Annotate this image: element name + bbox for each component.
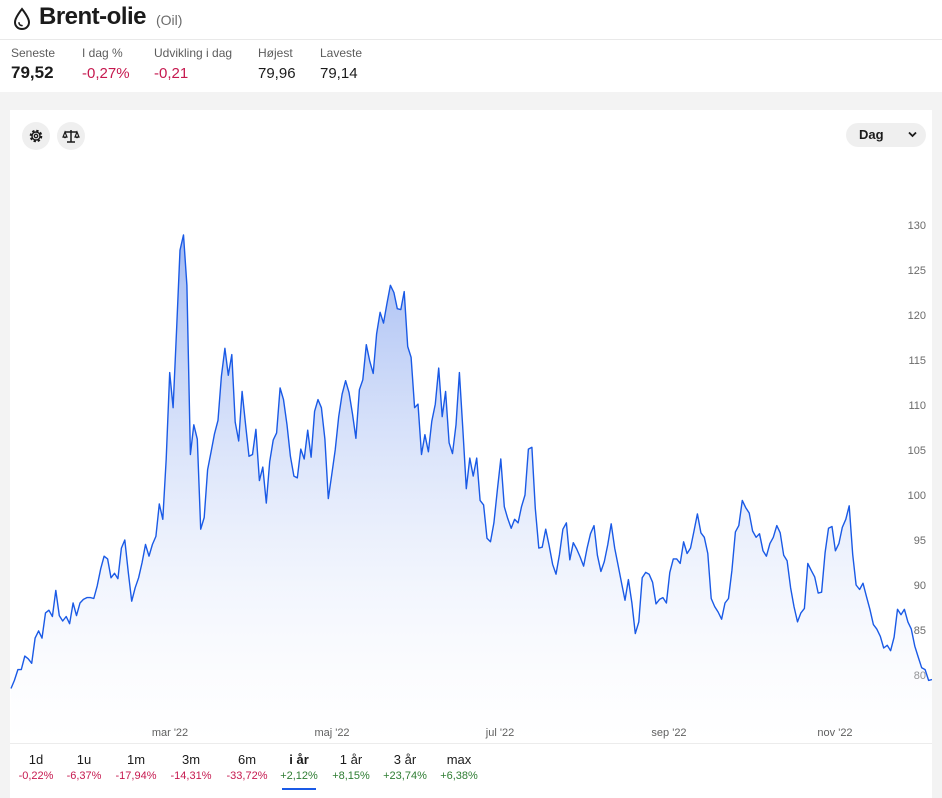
y-tick-label: 125	[908, 265, 926, 277]
tab-change: +8,15%	[332, 770, 370, 782]
tab-change: -14,31%	[170, 770, 212, 782]
tab-1d[interactable]: 1d -0,22%	[10, 744, 62, 789]
y-tick-label: 120	[908, 310, 926, 322]
stat-value: 79,96	[258, 65, 296, 82]
y-tick-label: 90	[914, 580, 926, 592]
stat-label: I dag %	[82, 46, 123, 60]
page-subtitle: (Oil)	[156, 12, 183, 28]
tab-change: +23,74%	[383, 770, 427, 782]
tab-change: -0,22%	[18, 770, 54, 782]
stat-low: Laveste 79,14	[320, 46, 362, 82]
tab-label: 1d	[28, 752, 44, 767]
stat-latest: Seneste 79,52	[11, 46, 55, 83]
tab-1-year[interactable]: 1 år +8,15%	[325, 744, 377, 789]
interval-select-value: Dag	[859, 127, 884, 142]
tab-year-to-date[interactable]: i år +2,12%	[273, 744, 325, 790]
stat-label: Seneste	[11, 46, 56, 60]
interval-select[interactable]: Dag	[846, 123, 926, 147]
y-tick-label: 85	[914, 625, 926, 637]
stat-today-change: Udvikling i dag -0,21	[154, 46, 232, 82]
tab-change: +6,38%	[440, 770, 478, 782]
tab-label: i år	[289, 752, 309, 767]
chart-panel: 13012512011511010510095908580 mar '22maj…	[10, 110, 932, 798]
page-header: Brent-olie (Oil)	[0, 0, 942, 40]
tab-label: 3 år	[393, 752, 417, 767]
droplet-icon	[13, 7, 31, 31]
scale-icon	[62, 130, 80, 143]
y-tick-label: 105	[908, 445, 926, 457]
tab-label: 1u	[76, 752, 92, 767]
y-tick-label: 100	[908, 490, 926, 502]
stat-value: -0,21	[154, 65, 189, 82]
tab-label: 1 år	[339, 752, 363, 767]
stat-high: Højest 79,96	[258, 46, 296, 82]
compare-button[interactable]	[57, 122, 85, 150]
stat-label: Udvikling i dag	[154, 46, 233, 60]
tab-label: 3m	[181, 752, 201, 767]
tab-change: -6,37%	[66, 770, 102, 782]
tab-max[interactable]: max +6,38%	[433, 744, 485, 789]
page-title: Brent-olie	[39, 3, 147, 30]
stat-label: Laveste	[320, 46, 363, 60]
y-tick-label: 95	[914, 535, 926, 547]
y-axis: 13012512011511010510095908580	[908, 220, 926, 682]
chevron-down-icon	[908, 131, 917, 138]
settings-button[interactable]	[22, 122, 50, 150]
stat-value: -0,27%	[82, 65, 130, 82]
gear-icon	[29, 129, 43, 143]
stat-value: 79,14	[320, 65, 358, 82]
tab-6m[interactable]: 6m -33,72%	[221, 744, 273, 789]
stat-label: Højest	[258, 46, 293, 60]
price-chart[interactable]: 13012512011511010510095908580 mar '22maj…	[10, 110, 932, 743]
tab-label: 1m	[126, 752, 146, 767]
y-tick-label: 130	[908, 220, 926, 232]
tab-label: max	[446, 752, 472, 767]
tab-change: +2,12%	[280, 770, 318, 782]
tab-3m[interactable]: 3m -14,31%	[165, 744, 217, 789]
tab-change: -17,94%	[115, 770, 157, 782]
tab-1m[interactable]: 1m -17,94%	[110, 744, 162, 789]
tab-3-year[interactable]: 3 år +23,74%	[379, 744, 431, 789]
price-line	[10, 234, 932, 689]
price-stats: Seneste 79,52 I dag % -0,27% Udvikling i…	[0, 40, 942, 92]
tab-label: 6m	[237, 752, 257, 767]
stat-today-percent: I dag % -0,27%	[82, 46, 130, 82]
y-tick-label: 110	[908, 400, 926, 412]
period-tabs: 1d -0,22% 1u -6,37% 1m -17,94% 3m -14,31…	[10, 743, 932, 798]
tab-1u[interactable]: 1u -6,37%	[58, 744, 110, 789]
stat-value: 79,52	[11, 63, 54, 82]
y-tick-label: 115	[908, 355, 926, 367]
tab-change: -33,72%	[226, 770, 268, 782]
price-area	[11, 234, 932, 743]
